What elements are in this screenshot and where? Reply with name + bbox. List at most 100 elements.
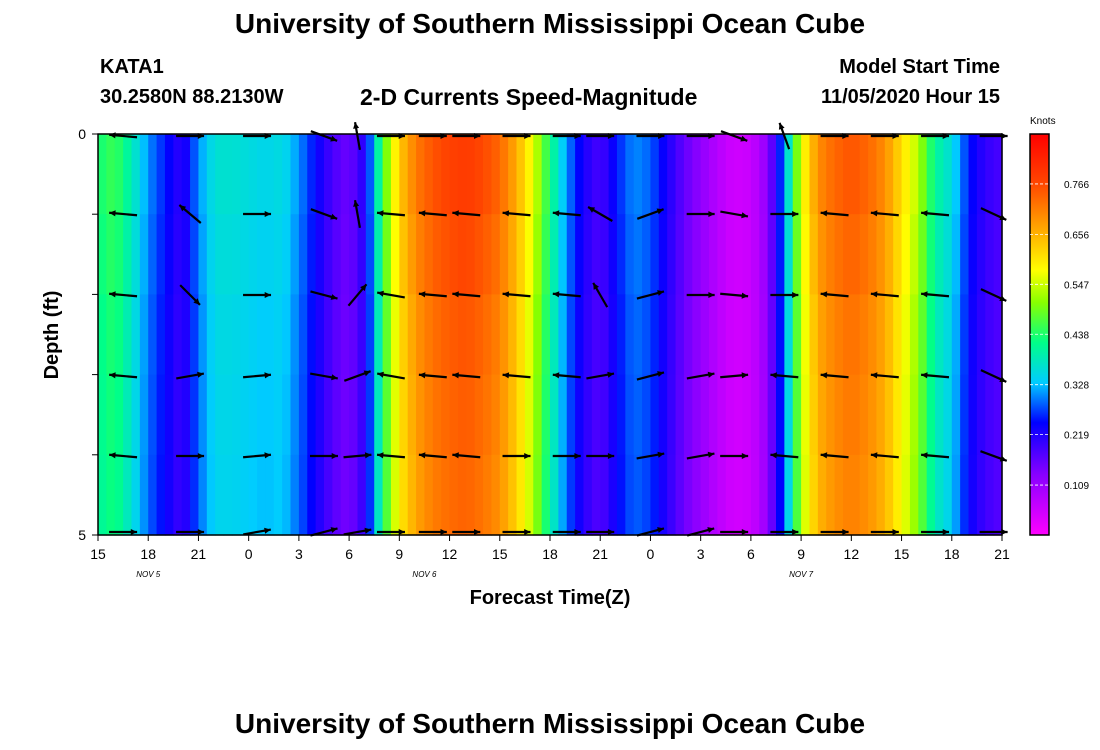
heatmap-cell [298,374,308,456]
heatmap-cell [993,214,1003,295]
heatmap-cell [407,134,417,215]
heatmap-cell [357,374,367,456]
current-vector-arrow [176,371,205,380]
current-vector-arrow [243,292,272,298]
current-vector-arrow [586,371,615,380]
heatmap-cell [734,374,744,456]
vector-head [197,453,205,459]
heatmap-cell [784,134,794,215]
heatmap-cell [365,374,375,456]
current-vector-arrow [418,529,447,535]
colorbar-unit: Knots [1030,116,1056,127]
current-vector-arrow [770,452,799,459]
heatmap-cell [759,294,769,376]
vector-head [264,372,271,379]
current-vector-arrow [452,291,481,298]
heatmap-cell [508,294,518,376]
heatmap-cell [340,214,350,295]
heatmap-cell [491,214,501,295]
heatmap-cell [131,294,141,376]
x-tick-label: 3 [697,546,705,562]
heatmap-cell [315,454,325,536]
current-vector-arrow [770,211,799,217]
vector-head [574,453,581,459]
heatmap-cell [550,374,559,456]
heatmap-cell [156,134,166,215]
heatmap-cell [466,294,476,376]
heatmap-cell [248,374,258,456]
heatmap-cell [817,134,827,215]
current-vector-arrow [376,529,405,535]
heatmap-cell [524,454,534,536]
heatmap-cell [868,294,878,376]
colorbar-tick-label: 0.328 [1064,381,1089,392]
heatmap-cell [315,374,325,456]
heatmap-cell [801,374,811,456]
heatmap-cell [407,374,417,456]
heatmap-cell [566,214,576,295]
heatmap-cell [851,214,861,295]
heatmap-cell [616,294,626,376]
heatmap-cell [725,374,735,456]
heatmap-cell [98,294,107,376]
heatmap-cell [248,134,258,215]
vector-head [193,298,200,305]
heatmap-cell [541,214,551,295]
heatmap-cell [332,214,342,295]
heatmap-cell [106,294,116,376]
heatmap-cell [390,454,400,536]
heatmap-cell [106,214,116,295]
heatmap-cell [173,214,183,295]
heatmap-cell [658,134,668,215]
vector-head [474,529,481,535]
heatmap-cell [725,294,735,376]
heatmap-cell [240,294,250,376]
heatmap-cell [750,214,760,295]
heatmap-cell [667,454,677,536]
heatmap-cell [466,454,476,536]
vector-head [330,527,338,533]
heatmap-cell [717,294,727,376]
heatmap-cell [591,294,601,376]
heatmap-cell [282,294,292,376]
heatmap-cell [675,134,685,215]
heatmap-cell [273,134,283,215]
heatmap-cell [349,294,359,376]
current-vector-arrow [376,290,405,299]
heatmap-cell [432,294,442,376]
heatmap-cell [851,134,861,215]
heatmap-cell [876,214,886,295]
heatmap-cell [290,454,300,536]
heatmap-cell [600,454,610,536]
heatmap-cell [457,294,467,376]
station-coordinates: 30.2580N 88.2130W [100,86,284,108]
heatmap-cell [449,454,459,536]
heatmap-cell [508,214,518,295]
vector-head [892,529,899,535]
heatmap-cell [206,294,216,376]
heatmap-cell [382,374,392,456]
heatmap-cell [441,454,451,536]
heatmap-cell [876,454,886,536]
heatmap-cell [909,134,919,215]
heatmap-cell [181,294,191,376]
heatmap-cell [985,454,995,536]
x-tick-label: 9 [797,546,805,562]
heatmap-cell [792,374,802,456]
heatmap-cell [290,134,300,215]
heatmap-cell [935,294,945,376]
heatmap-cell [591,214,601,295]
vector-head [657,451,665,458]
heatmap-cell [474,294,484,376]
heatmap-cell [190,134,200,215]
vector-head [452,291,459,298]
heatmap-cell [357,294,367,376]
heatmap-cell [700,374,710,456]
current-vector-arrow [820,210,849,217]
heatmap-cell [725,134,735,215]
x-tick-label: 0 [647,546,655,562]
vector-head [109,291,116,298]
heatmap-cell [675,214,685,295]
current-vectors [109,122,1008,537]
vector-head [502,210,510,217]
